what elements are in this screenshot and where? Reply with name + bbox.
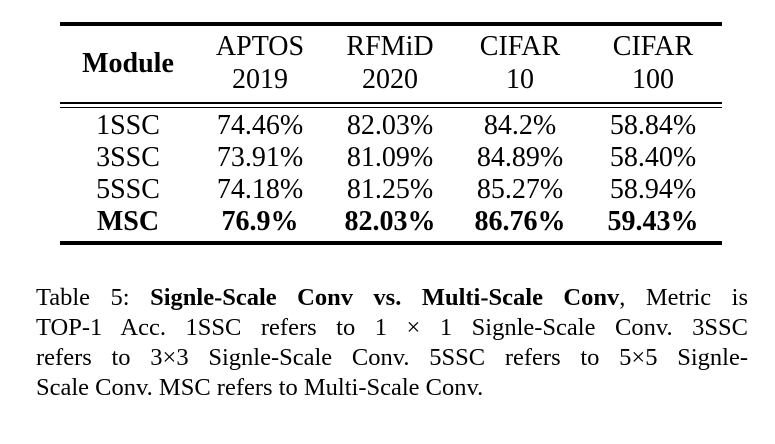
table-cell: 81.25%	[346, 174, 434, 205]
header-aptos-2019-line2: 2019	[232, 64, 288, 95]
header-aptos-2019: APTOS 2019	[196, 26, 324, 96]
table-row-3ssc: 3SSC 73.91% 81.09% 84.89% 58.40%	[60, 142, 722, 174]
table-row-1ssc: 1SSC 74.46% 82.03% 84.2% 58.84%	[60, 108, 722, 142]
header-rfmid-2020-line2: 2020	[362, 64, 418, 95]
table-cell: 73.91%	[216, 142, 304, 173]
header-cifar-10-line2: 10	[506, 64, 534, 95]
table-cell: 3SSC	[96, 142, 160, 173]
table-caption: Table 5: Signle-Scale Conv vs. Multi-Sca…	[36, 283, 748, 403]
header-cifar-100-line1: CIFAR	[612, 31, 694, 62]
table-bottom-rule	[60, 241, 722, 245]
table-cell: MSC	[96, 206, 160, 237]
table-header-rule-upper	[60, 102, 722, 104]
caption-line-4: Scale Conv. MSC refers to Multi-Scale Co…	[36, 374, 484, 401]
table-cell: 5SSC	[96, 174, 160, 205]
header-cifar-100-line2: 100	[632, 64, 674, 95]
caption-line1-rest: , Metric is	[619, 284, 748, 311]
table-cell: 82.03%	[346, 110, 434, 141]
table-top-rule	[60, 22, 722, 26]
table-cell: 76.9%	[221, 206, 299, 237]
table-cell: 58.84%	[609, 110, 697, 141]
header-rfmid-2020-line1: RFMiD	[346, 31, 434, 62]
table-cell: 59.43%	[607, 206, 699, 237]
table-cell: 86.76%	[474, 206, 566, 237]
table-cell: 85.27%	[476, 174, 564, 205]
table-row-5ssc: 5SSC 74.18% 81.25% 85.27% 58.94%	[60, 174, 722, 206]
table-row-msc: MSC 76.9% 82.03% 86.76% 59.43%	[60, 206, 722, 238]
header-cifar-10: CIFAR 10	[456, 26, 584, 96]
table-cell: 81.09%	[346, 142, 434, 173]
table-cell: 58.40%	[609, 142, 697, 173]
results-table: Module APTOS 2019 RFMiD 2020 CIFAR 10 CI…	[60, 26, 722, 96]
table-cell: 74.46%	[216, 110, 304, 141]
table-cell: 82.03%	[344, 206, 436, 237]
caption-line-1: Table 5: Signle-Scale Conv vs. Multi-Sca…	[36, 283, 748, 313]
table-cell: 84.2%	[483, 110, 557, 141]
results-table-body: 1SSC 74.46% 82.03% 84.2% 58.84% 3SSC 73.…	[60, 108, 722, 238]
header-rfmid-2020: RFMiD 2020	[324, 26, 456, 96]
caption-line-3: refers to 3×3 Signle-Scale Conv. 5SSC re…	[36, 344, 748, 371]
table-header-row: Module APTOS 2019 RFMiD 2020 CIFAR 10 CI…	[60, 26, 722, 96]
header-module: Module	[82, 47, 174, 79]
table-cell: 1SSC	[96, 110, 160, 141]
caption-line-2: TOP-1 Acc. 1SSC refers to 1 × 1 Signle-S…	[36, 314, 748, 341]
results-table-container: Module APTOS 2019 RFMiD 2020 CIFAR 10 CI…	[60, 22, 722, 245]
header-aptos-2019-line1: APTOS	[215, 31, 305, 62]
table-cell: 84.89%	[476, 142, 564, 173]
table-header-rule-lower	[60, 106, 722, 108]
header-cifar-100: CIFAR 100	[584, 26, 722, 96]
caption-bold-title: Signle-Scale Conv vs. Multi-Scale Conv	[150, 284, 620, 311]
header-cifar-10-line1: CIFAR	[479, 31, 561, 62]
table-cell: 74.18%	[216, 174, 304, 205]
table-cell: 58.94%	[609, 174, 697, 205]
caption-prefix: Table 5:	[36, 284, 151, 311]
